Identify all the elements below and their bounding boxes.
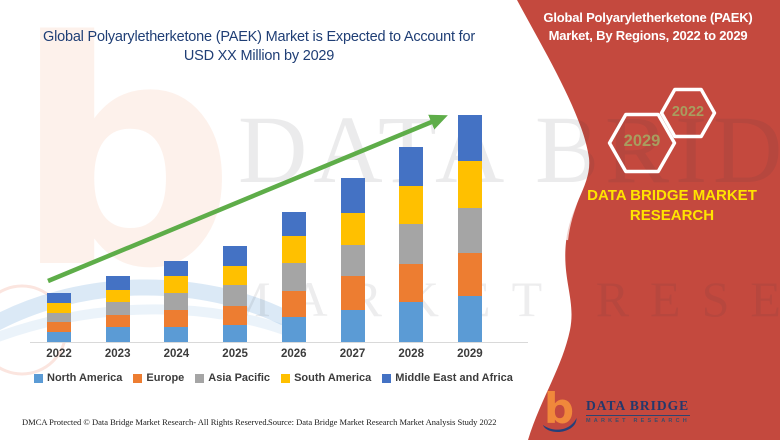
legend-swatch-icon	[281, 373, 291, 383]
bar-segment-south-america	[105, 290, 130, 302]
bar-segment-middle-east-and-africa	[223, 246, 248, 266]
bar-2022	[47, 293, 71, 342]
bar-segment-south-america	[47, 303, 71, 313]
bar-segment-asia-pacific	[457, 208, 482, 253]
bar-segment-middle-east-and-africa	[281, 212, 306, 236]
dmca-text: DMCA Protected © Data Bridge Market Rese…	[22, 417, 269, 427]
plot-area: 2022 2023 2024 2025 2026 2027 2028 2029	[30, 88, 530, 364]
banner-title-line2: Market, By Regions, 2022 to 2029	[548, 28, 748, 43]
chart-title-line2: USD XX Million by 2029	[183, 48, 335, 64]
bar-segment-north-america	[47, 332, 71, 342]
bar-segment-europe	[281, 291, 306, 317]
legend-swatch-icon	[195, 373, 205, 383]
legend-label: Asia Pacific	[208, 372, 271, 384]
bar-segment-europe	[340, 276, 365, 310]
bar-segment-middle-east-and-africa	[47, 293, 71, 303]
bar-segment-north-america	[223, 325, 248, 342]
legend-label: Middle East and Africa	[395, 372, 513, 384]
x-axis-label-2022: 2022	[46, 348, 72, 360]
bar-segment-north-america	[105, 327, 130, 342]
legend-swatch-icon	[382, 373, 392, 383]
legend-swatch-icon	[133, 373, 143, 383]
bar-segment-asia-pacific	[223, 285, 248, 306]
bar-segment-middle-east-and-africa	[105, 276, 130, 290]
bar-segment-asia-pacific	[340, 245, 365, 276]
logo-name: DATA BRIDGE	[586, 398, 690, 416]
bar-segment-middle-east-and-africa	[457, 115, 482, 161]
bar-segment-north-america	[340, 310, 365, 342]
x-axis-line	[30, 342, 528, 343]
bar-segment-south-america	[457, 161, 482, 208]
bar-segment-south-america	[281, 236, 306, 263]
legend-item-north-america: North America	[34, 372, 122, 384]
bar-2027	[340, 178, 365, 342]
banner-title-line1: Global Polyaryletherketone (PAEK)	[543, 10, 753, 25]
bar-segment-europe	[164, 310, 189, 327]
legend-item-europe: Europe	[133, 372, 184, 384]
white-arc-accent	[565, 149, 588, 241]
bar-segment-south-america	[340, 213, 365, 245]
dbmr-logo: b DATA BRIDGE MARKET RESEARCH	[543, 389, 690, 433]
legend-item-middle-east-and-africa: Middle East and Africa	[382, 372, 513, 384]
x-axis-label-2025: 2025	[222, 348, 248, 360]
bar-segment-north-america	[399, 302, 424, 342]
bar-segment-north-america	[281, 317, 306, 342]
dbmr-logo-mark-icon: b	[543, 389, 577, 433]
bar-2029	[457, 115, 482, 342]
bar-2024	[164, 261, 189, 342]
svg-text:b: b	[544, 389, 574, 433]
hexagon-label-2029: 2029	[623, 132, 661, 150]
legend-item-south-america: South America	[281, 372, 371, 384]
bar-segment-middle-east-and-africa	[164, 261, 189, 276]
legend-label: North America	[47, 372, 123, 384]
x-axis-label-2026: 2026	[281, 348, 307, 360]
brand-name: DATA BRIDGE MARKET RESEARCH	[560, 186, 780, 226]
chart-title: Global Polyaryletherketone (PAEK) Market…	[28, 28, 490, 66]
hexagon-label-2022: 2022	[671, 104, 705, 120]
bar-2023	[105, 276, 130, 342]
legend-item-asia-pacific: Asia Pacific	[195, 372, 270, 384]
bar-segment-middle-east-and-africa	[399, 147, 424, 186]
bar-segment-south-america	[164, 276, 189, 293]
banner-title: Global Polyaryletherketone (PAEK) Market…	[522, 9, 774, 45]
bar-segment-europe	[105, 315, 130, 327]
bar-segment-asia-pacific	[399, 224, 424, 264]
brand-name-line1: DATA BRIDGE MARKET	[587, 187, 757, 204]
bar-segment-north-america	[164, 327, 189, 342]
brand-name-line2: RESEARCH	[629, 207, 715, 224]
chart-title-line1: Global Polyaryletherketone (PAEK) Market…	[42, 29, 475, 45]
bar-segment-europe	[47, 322, 71, 332]
bar-2025	[223, 246, 248, 342]
bar-2026	[281, 212, 306, 342]
bar-segment-south-america	[223, 266, 248, 285]
bar-segment-north-america	[457, 296, 482, 342]
bar-segment-europe	[223, 306, 248, 325]
bar-segment-asia-pacific	[281, 263, 306, 291]
bar-segment-asia-pacific	[47, 313, 71, 322]
bar-segment-asia-pacific	[164, 293, 189, 310]
legend-label: Europe	[146, 372, 185, 384]
x-axis-label-2024: 2024	[163, 348, 190, 360]
x-axis-label-2029: 2029	[457, 348, 483, 360]
source-text: Source: Data Bridge Market Research Mark…	[268, 417, 497, 427]
legend: North America Europe Asia Pacific South Ame…	[34, 372, 513, 384]
legend-label: South America	[294, 372, 372, 384]
logo-subtitle: MARKET RESEARCH	[586, 418, 690, 424]
bar-segment-europe	[399, 264, 424, 302]
dbmr-logo-text: DATA BRIDGE MARKET RESEARCH	[586, 398, 690, 424]
x-axis-label-2028: 2028	[398, 348, 424, 360]
x-axis-label-2023: 2023	[104, 348, 131, 360]
legend-swatch-icon	[34, 373, 43, 383]
bar-segment-europe	[457, 253, 482, 296]
bar-2028	[399, 147, 424, 342]
bar-segment-south-america	[399, 186, 424, 224]
bar-segment-asia-pacific	[105, 302, 130, 315]
bar-segment-middle-east-and-africa	[340, 178, 365, 213]
x-axis-label-2027: 2027	[339, 348, 366, 360]
